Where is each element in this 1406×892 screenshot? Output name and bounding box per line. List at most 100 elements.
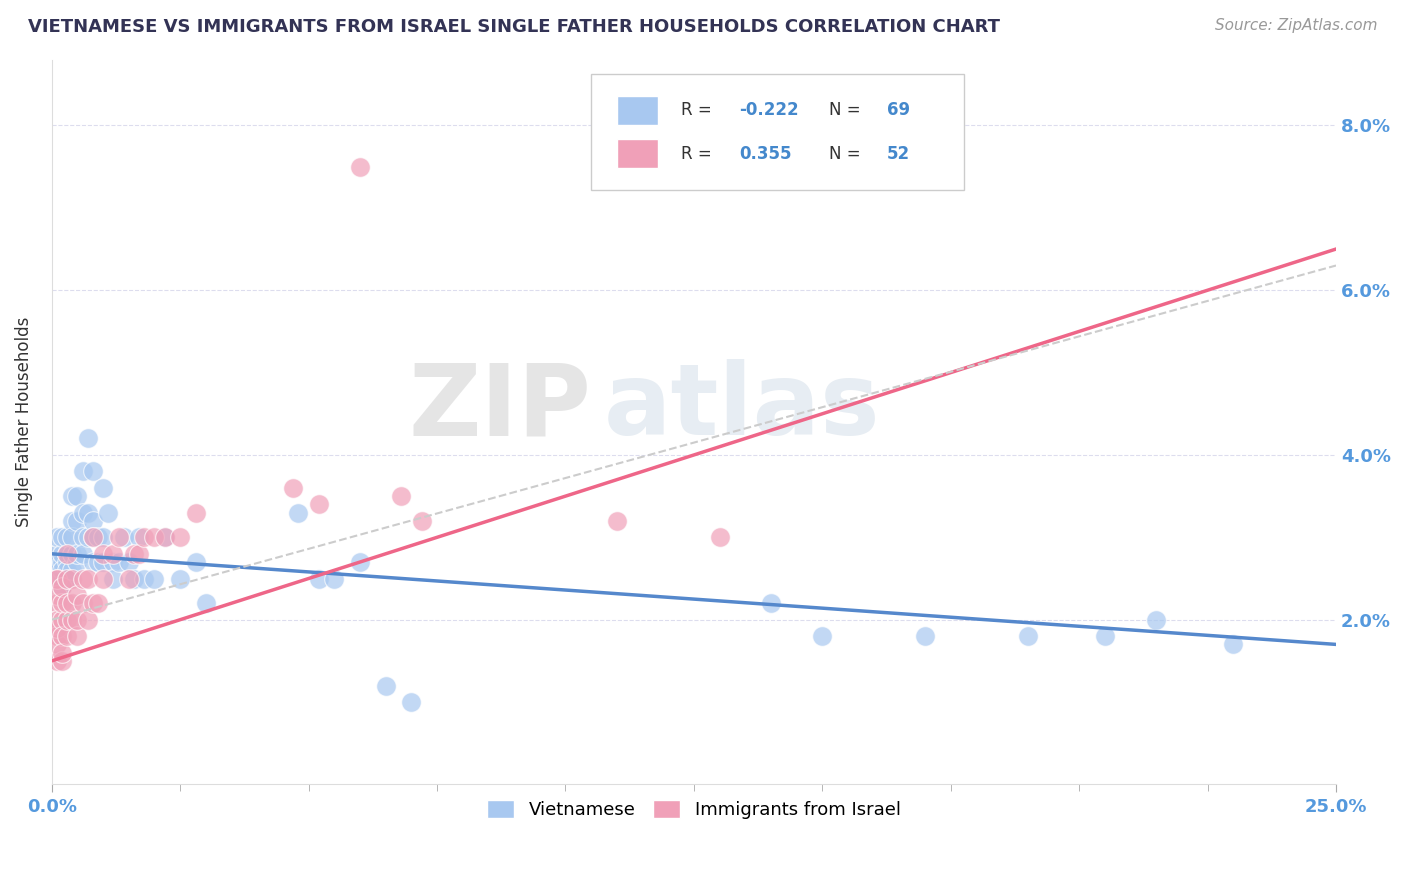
Point [759,596,782,610]
Point [411,514,433,528]
Point [76,432,98,446]
Point [76,572,98,586]
Point [51,654,73,668]
Text: N =: N = [828,145,866,163]
Text: 52: 52 [887,145,910,163]
Point [60,530,83,544]
Point [169,572,191,586]
Point [153,530,176,544]
Point [66,555,89,569]
Point [87,555,110,569]
Point [709,530,731,544]
Point [56,563,79,577]
Point [56,555,79,569]
Text: 0.355: 0.355 [738,145,792,163]
Point [1017,629,1039,643]
Point [287,506,309,520]
Point [72,547,94,561]
Point [45,613,67,627]
Point [606,514,628,528]
Point [107,530,129,544]
Point [374,679,396,693]
Point [82,465,104,479]
Point [60,547,83,561]
Point [66,629,89,643]
Point [323,572,346,586]
Point [56,572,79,586]
Point [45,572,67,586]
Point [45,629,67,643]
Point [914,629,936,643]
Point [143,572,166,586]
Point [72,506,94,520]
Point [51,555,73,569]
Point [60,596,83,610]
Point [51,596,73,610]
Point [51,530,73,544]
Text: 69: 69 [887,102,910,120]
Point [45,621,67,635]
Point [134,572,156,586]
Point [128,547,150,561]
Text: N =: N = [828,102,866,120]
Point [51,563,73,577]
Point [283,481,305,495]
Point [45,654,67,668]
Point [128,530,150,544]
Text: Source: ZipAtlas.com: Source: ZipAtlas.com [1215,18,1378,33]
Point [184,555,207,569]
Point [112,530,135,544]
Point [122,547,145,561]
Point [66,547,89,561]
Point [91,481,114,495]
Point [60,489,83,503]
Point [51,547,73,561]
Point [56,547,79,561]
Point [45,563,67,577]
Point [349,160,371,174]
Point [401,695,423,709]
Point [122,572,145,586]
Point [118,572,141,586]
Point [103,547,125,561]
Point [1222,637,1244,651]
Point [184,506,207,520]
Y-axis label: Single Father Households: Single Father Households [15,317,32,527]
Point [1144,613,1167,627]
Point [45,572,67,586]
Point [194,596,217,610]
Point [76,613,98,627]
Point [134,530,156,544]
Point [103,555,125,569]
Point [51,580,73,594]
Point [76,530,98,544]
Point [66,613,89,627]
Point [45,547,67,561]
Point [45,555,67,569]
Point [97,506,120,520]
Point [118,555,141,569]
Text: R =: R = [681,145,717,163]
Point [72,530,94,544]
Point [51,580,73,594]
Point [72,572,94,586]
Text: -0.222: -0.222 [738,102,799,120]
Point [45,530,67,544]
Point [60,572,83,586]
Point [45,637,67,651]
Point [82,530,104,544]
Point [56,547,79,561]
FancyBboxPatch shape [617,95,658,125]
Point [56,629,79,643]
FancyBboxPatch shape [617,139,658,169]
Point [389,489,412,503]
Point [56,613,79,627]
Point [91,530,114,544]
Point [76,506,98,520]
Point [82,596,104,610]
Point [153,530,176,544]
Point [308,497,330,511]
Point [82,530,104,544]
Point [66,489,89,503]
Point [82,555,104,569]
